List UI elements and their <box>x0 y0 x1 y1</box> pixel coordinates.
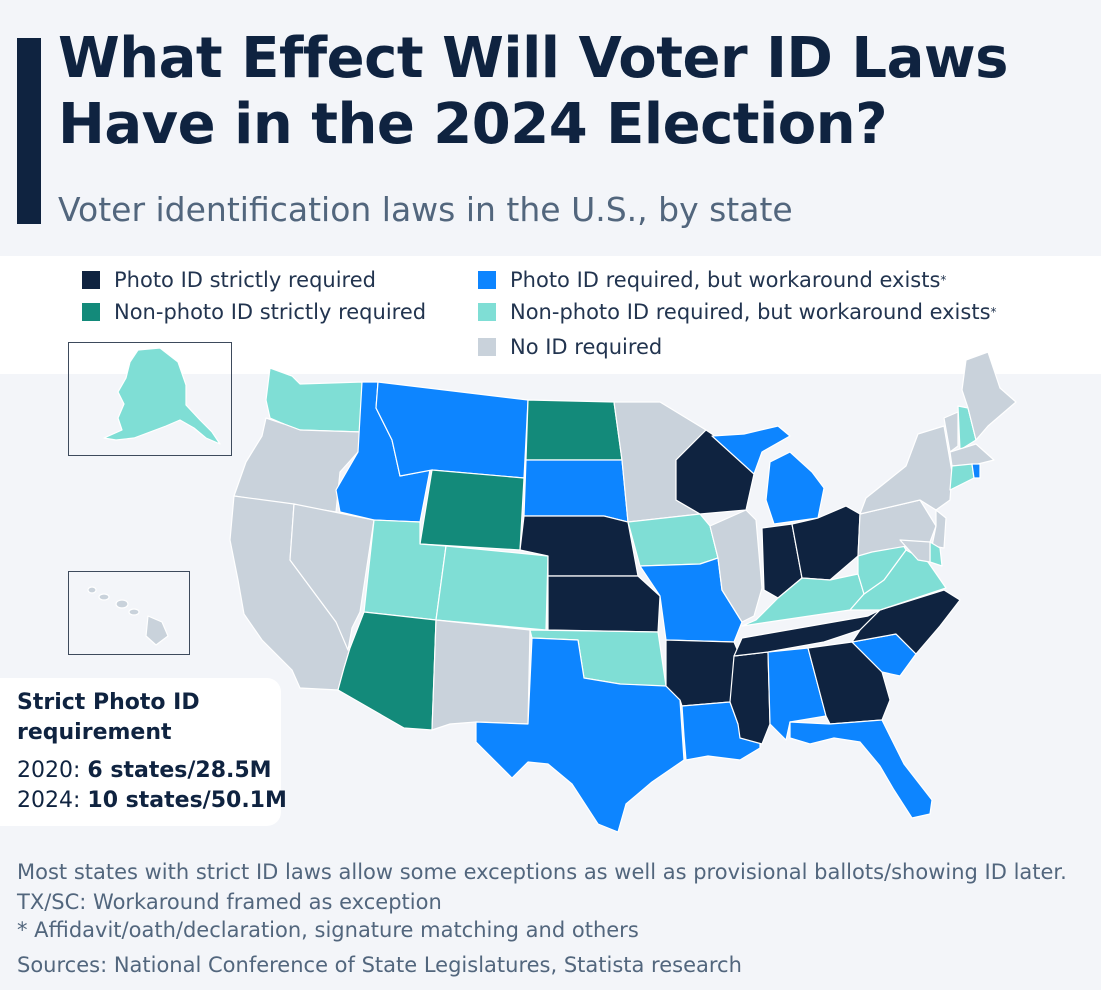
state-tennessee <box>733 609 881 657</box>
state-montana <box>375 381 529 479</box>
stats-2024-value: 10 states/50.1M <box>87 788 287 813</box>
state-arkansas <box>665 639 741 707</box>
state-hawaii <box>87 586 169 646</box>
legend-swatch-nonphoto-workaround <box>478 303 496 321</box>
legend-label: No ID required <box>510 335 663 359</box>
state-florida <box>789 719 933 819</box>
stats-2020-label: 2020: <box>17 758 88 783</box>
state-michigan <box>711 425 791 475</box>
state-colorado <box>435 545 549 631</box>
state-texas <box>475 637 685 833</box>
legend-swatch-photo-strict <box>82 271 100 289</box>
state-new-york <box>859 425 953 515</box>
strict-photo-id-stats-box: Strict Photo ID requirement 2020: 6 stat… <box>0 678 287 826</box>
hawaii-inset-frame <box>68 571 190 655</box>
legend-item-nonphoto-workaround: Non-photo ID required, but workaround ex… <box>478 300 997 324</box>
state-iowa <box>627 513 719 567</box>
alaska-inset-frame <box>68 342 232 456</box>
legend-swatch-no-id <box>478 338 496 356</box>
legend-label: Non-photo ID strictly required <box>114 300 427 324</box>
state-new-mexico <box>431 619 531 731</box>
state-wyoming <box>419 469 525 551</box>
legend-item-nonphoto-strict: Non-photo ID strictly required <box>82 300 426 324</box>
title-line-1: What Effect Will Voter ID Laws <box>58 26 1008 91</box>
legend-swatch-nonphoto-strict <box>82 303 100 321</box>
stats-2024-label: 2024: <box>17 788 88 813</box>
page-title: What Effect Will Voter ID Laws Have in t… <box>58 26 1098 158</box>
state-michigan-lower <box>765 451 825 525</box>
legend-item-photo-strict: Photo ID strictly required <box>82 268 376 292</box>
stats-2020-value: 6 states/28.5M <box>87 758 272 783</box>
state-maine <box>961 351 1017 441</box>
state-massachusetts <box>949 443 995 467</box>
state-connecticut <box>949 463 975 491</box>
legend-swatch-photo-workaround <box>478 271 496 289</box>
legend-label: Photo ID strictly required <box>114 268 376 292</box>
footnote-tx-sc: TX/SC: Workaround framed as exception <box>17 890 442 914</box>
page-subtitle: Voter identification laws in the U.S., b… <box>58 190 793 229</box>
stats-row-2024: 2024: 10 states/50.1M <box>17 786 287 816</box>
stats-row-2020: 2020: 6 states/28.5M <box>17 756 272 786</box>
legend-item-photo-workaround: Photo ID required, but workaround exists… <box>478 268 946 292</box>
state-vermont <box>943 411 959 453</box>
legend-panel <box>0 256 1101 374</box>
footnote-asterisk: * Affidavit/oath/declaration, signature … <box>17 918 639 942</box>
header-accent-bar <box>17 38 41 224</box>
title-line-2: Have in the 2024 Election? <box>58 92 888 157</box>
state-alaska <box>103 347 221 445</box>
state-maryland <box>899 539 931 563</box>
legend-asterisk: * <box>990 305 997 319</box>
stats-title: Strict Photo ID requirement <box>17 690 200 745</box>
state-arizona <box>337 611 437 731</box>
legend-label: Non-photo ID required, but workaround ex… <box>510 300 991 324</box>
legend-asterisk: * <box>940 273 947 287</box>
state-illinois <box>709 509 763 623</box>
state-kansas <box>547 575 661 633</box>
footnote-sources: Sources: National Conference of State Le… <box>17 953 742 977</box>
legend-item-no-id: No ID required <box>478 335 662 359</box>
state-north-dakota <box>525 399 623 461</box>
footnote-exceptions: Most states with strict ID laws allow so… <box>17 860 1067 884</box>
us-map <box>87 347 1017 833</box>
state-south-dakota <box>523 459 629 523</box>
state-rhode-island <box>971 463 981 479</box>
legend-label: Photo ID required, but workaround exists <box>510 268 941 292</box>
state-nevada <box>289 503 375 651</box>
state-oregon <box>233 417 363 513</box>
